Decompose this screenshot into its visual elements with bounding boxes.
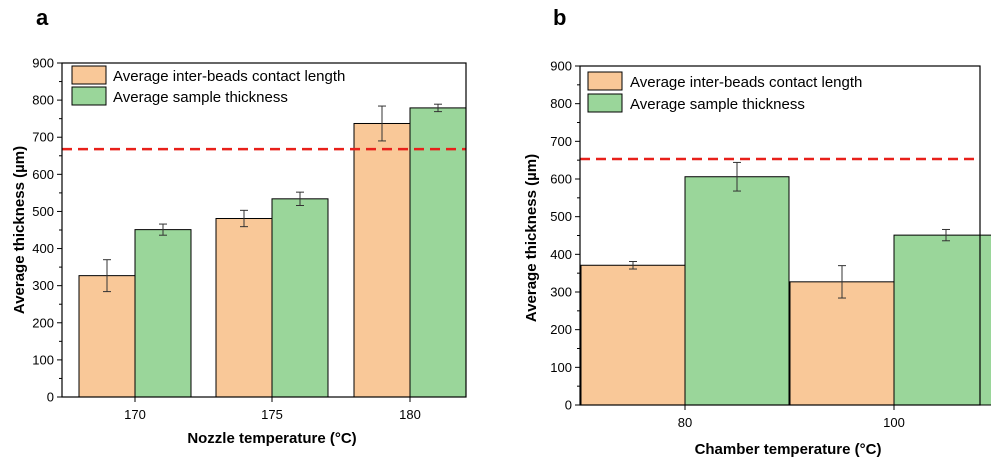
y-tick-label: 600 <box>550 172 572 187</box>
legend-a: Average inter-beads contact length Avera… <box>71 65 345 106</box>
y-tick-label: 100 <box>32 352 54 367</box>
y-tick-label: 0 <box>565 398 572 413</box>
x-tick-label-180: 180 <box>399 407 421 422</box>
bar-sample-thickness-100 <box>893 234 991 406</box>
y-tick-label: 700 <box>32 130 54 145</box>
panel-label-a: a <box>36 5 49 30</box>
axes-frame-a <box>61 62 467 398</box>
x-tick-label-175: 175 <box>261 407 283 422</box>
bar-sample-thickness-175 <box>271 198 329 398</box>
bar-contact-length-175 <box>215 217 273 398</box>
y-tick-label: 800 <box>550 96 572 111</box>
y-tick-label: 300 <box>550 285 572 300</box>
x-tick-label-100: 100 <box>883 415 905 430</box>
axes-frame-b <box>579 65 981 406</box>
panel-label-b: b <box>553 5 566 30</box>
x-axis-title-b: Chamber temperature (°C) <box>695 441 882 458</box>
error-bar-contact-length-180 <box>378 105 386 142</box>
legend-label-sample-thickness-b: Average sample thickness <box>630 96 805 113</box>
legend-b: Average inter-beads contact length Avera… <box>587 71 862 113</box>
y-tick-label: 900 <box>550 59 572 74</box>
x-tick-label-80: 80 <box>678 415 692 430</box>
bar-sample-thickness-80 <box>684 176 790 406</box>
y-tick-label: 500 <box>550 209 572 224</box>
bar-contact-length-80 <box>580 264 686 406</box>
y-axis-title-b: Average thickness (µm) <box>523 154 540 322</box>
y-tick-label: 200 <box>550 322 572 337</box>
plot-area-b: 0 100 200 300 400 500 600 700 800 900 80 100 <box>550 59 991 430</box>
error-bar-sample-thickness-100 <box>942 228 950 242</box>
legend-swatch-sample-thickness-a <box>71 86 107 106</box>
y-tick-label: 100 <box>550 360 572 375</box>
legend-swatch-sample-thickness-b <box>587 93 623 113</box>
error-bar-sample-thickness-80 <box>733 161 741 192</box>
bar-contact-length-170 <box>78 275 136 398</box>
legend-label-sample-thickness-a: Average sample thickness <box>113 89 288 106</box>
plot-area-a: 0 100 200 300 400 500 600 700 800 900 170 175 180 <box>32 56 467 422</box>
legend-label-contact-length-a: Average inter-beads contact length <box>113 68 345 85</box>
panel-b: b 0 100 200 300 400 500 600 700 800 900 80 100 Aver… <box>523 5 991 458</box>
x-axis-title-a: Nozzle temperature (°C) <box>187 430 356 447</box>
y-tick-label: 500 <box>32 204 54 219</box>
y-tick-label: 400 <box>32 241 54 256</box>
error-bar-sample-thickness-180 <box>434 103 442 113</box>
y-tick-label: 800 <box>32 93 54 108</box>
y-tick-label: 700 <box>550 134 572 149</box>
bar-sample-thickness-170 <box>134 229 192 398</box>
legend-swatch-contact-length-a <box>71 65 107 85</box>
error-bar-contact-length-175 <box>240 209 248 228</box>
y-tick-label: 200 <box>32 315 54 330</box>
x-tick-label-170: 170 <box>124 407 146 422</box>
y-tick-label: 0 <box>47 390 54 405</box>
bar-sample-thickness-180 <box>409 107 467 398</box>
legend-label-contact-length-b: Average inter-beads contact length <box>630 74 862 91</box>
bar-contact-length-100 <box>789 281 895 406</box>
error-bar-contact-length-170 <box>103 259 111 293</box>
error-bar-sample-thickness-175 <box>296 191 304 207</box>
error-bar-contact-length-80 <box>629 260 637 270</box>
y-tick-label: 900 <box>32 56 54 71</box>
legend-swatch-contact-length-b <box>587 71 623 91</box>
error-bar-contact-length-100 <box>838 265 846 299</box>
y-axis-title-a: Average thickness (µm) <box>11 146 28 314</box>
y-tick-label: 400 <box>550 247 572 262</box>
error-bar-sample-thickness-170 <box>159 223 167 236</box>
bar-contact-length-180 <box>353 122 411 398</box>
y-tick-label: 300 <box>32 278 54 293</box>
y-tick-label: 600 <box>32 167 54 182</box>
